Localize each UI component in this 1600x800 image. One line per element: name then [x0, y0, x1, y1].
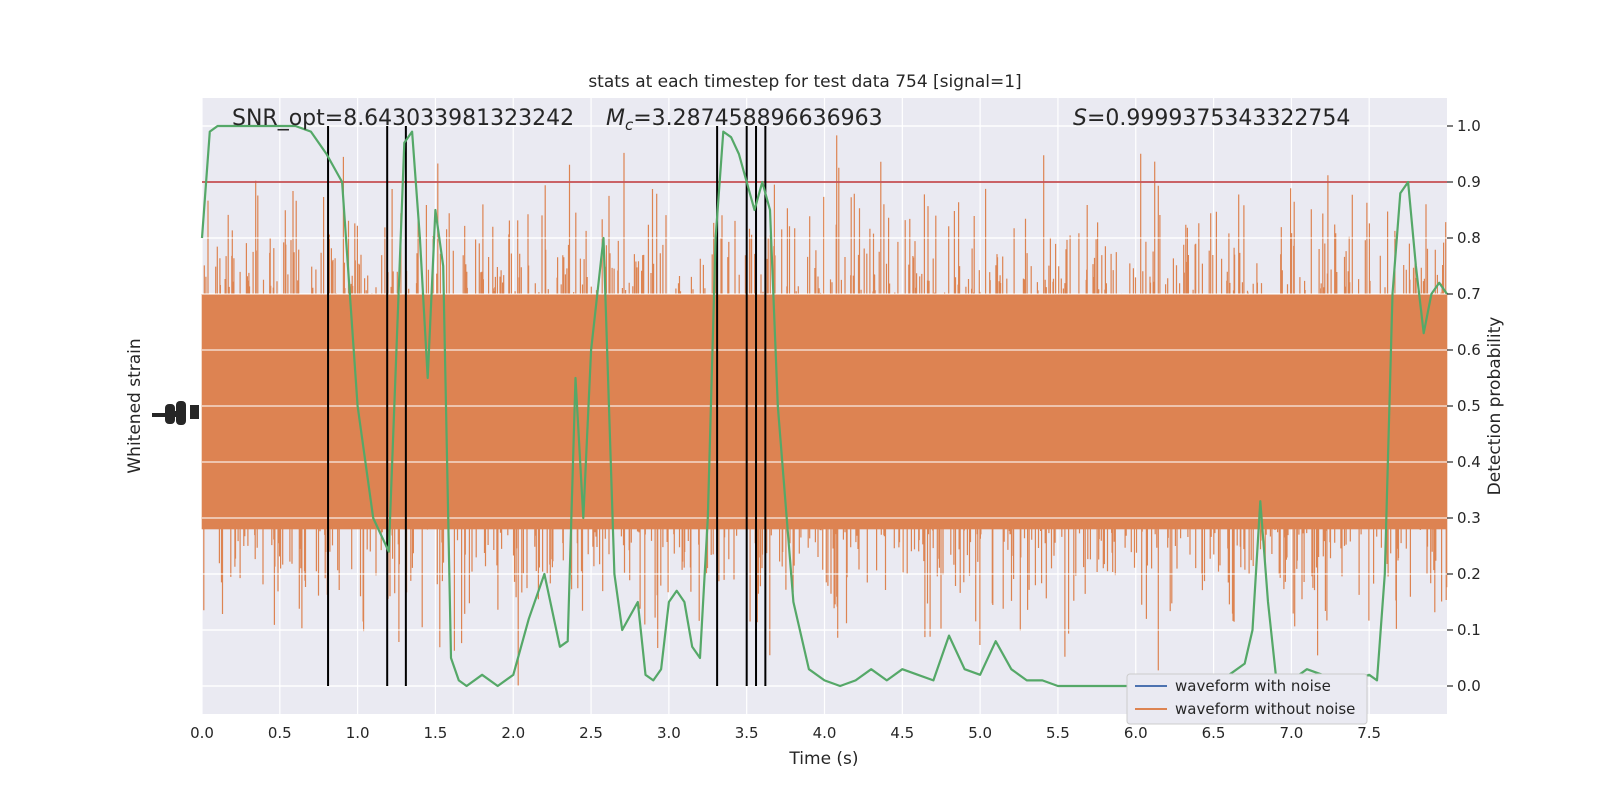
- y-tick-label: 0.7: [1457, 285, 1481, 303]
- left-tick-clutter: [152, 401, 199, 425]
- x-tick-label: 1.5: [424, 724, 448, 742]
- s-symbol: S: [1073, 106, 1087, 131]
- y-left-label: Whitened strain: [125, 338, 145, 473]
- x-tick-label: 3.0: [657, 724, 681, 742]
- left-axis: Whitened strain: [125, 338, 199, 474]
- y-tick-label: 0.2: [1457, 565, 1481, 583]
- x-tick-label: 3.5: [735, 724, 759, 742]
- x-tick-label: 0.0: [190, 724, 214, 742]
- x-tick-label: 1.0: [346, 724, 370, 742]
- event-lines: [327, 126, 767, 686]
- legend-label-with-noise: waveform with noise: [1175, 677, 1331, 695]
- mc-symbol: M: [606, 106, 625, 131]
- y-tick-label: 0.3: [1457, 509, 1481, 527]
- y-tick-label: 1.0: [1457, 117, 1481, 135]
- mc-subscript: c: [625, 116, 634, 134]
- x-tick-label: 6.5: [1202, 724, 1226, 742]
- x-tick-label: 5.5: [1046, 724, 1070, 742]
- x-tick-label: 7.0: [1279, 724, 1303, 742]
- s-annotation: S=0.9999375343322754: [1073, 106, 1350, 131]
- y-tick-label: 0.8: [1457, 229, 1481, 247]
- y-tick-label: 0.5: [1457, 397, 1481, 415]
- strain-core: [202, 294, 1447, 530]
- x-tick-label: 2.5: [579, 724, 603, 742]
- x-tick-label: 6.0: [1124, 724, 1148, 742]
- legend: waveform with noise waveform without noi…: [1126, 673, 1368, 725]
- y-tick-label: 0.1: [1457, 621, 1481, 639]
- y-right-axis: 0.0 0.1 0.2 0.3 0.4 0.5 0.6 0.7 0.8 0.9 1.0: [1447, 117, 1481, 695]
- legend-label-without-noise: waveform without noise: [1175, 700, 1355, 718]
- x-tick-label: 2.0: [501, 724, 525, 742]
- s-value: =0.9999375343322754: [1087, 106, 1350, 131]
- annotations: SNR_opt=8.643033981323242 Mc=3.287458896…: [232, 106, 1350, 134]
- x-tick-label: 4.5: [890, 724, 914, 742]
- x-axis-label: Time (s): [788, 749, 858, 769]
- y-tick-label: 0.4: [1457, 453, 1481, 471]
- snr-annotation: SNR_opt=8.643033981323242: [232, 106, 574, 131]
- y-tick-label: 0.9: [1457, 173, 1481, 191]
- y-tick-label: 0.6: [1457, 341, 1481, 359]
- x-axis: 0.0 0.5 1.0 1.5 2.0 2.5 3.0 3.5 4.0 4.5 5.0 5.5 6.0 6…: [190, 724, 1381, 742]
- mc-annotation: Mc=3.287458896636963: [606, 106, 883, 134]
- x-tick-label: 7.5: [1357, 724, 1381, 742]
- x-tick-label: 4.0: [813, 724, 837, 742]
- legend-box: [1126, 673, 1368, 725]
- x-tick-label: 0.5: [268, 724, 292, 742]
- strain-series: [201, 125, 1448, 687]
- mc-value: =3.287458896636963: [633, 106, 882, 131]
- y-right-label: Detection probability: [1485, 317, 1505, 496]
- y-tick-label: 0.0: [1457, 677, 1481, 695]
- chart-title: stats at each timestep for test data 754…: [588, 72, 1021, 92]
- x-tick-label: 5.0: [968, 724, 992, 742]
